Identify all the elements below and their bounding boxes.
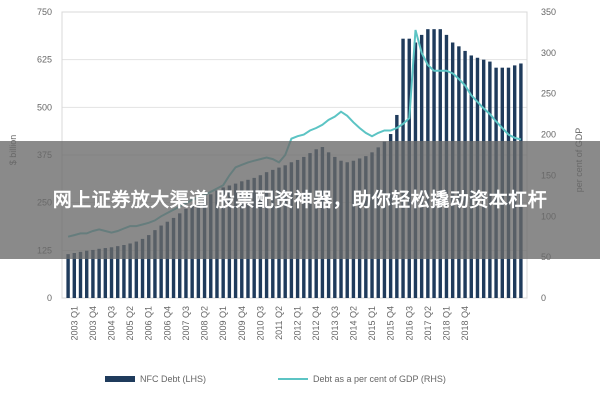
legend-line-label: Debt as a per cent of GDP (RHS) — [313, 374, 446, 384]
bar — [66, 254, 70, 298]
x-tick-label: 2003 Q4 — [88, 306, 98, 341]
bar — [159, 225, 163, 298]
right-tick-label: 200 — [541, 130, 556, 140]
x-tick-label: 2018 Q1 — [442, 306, 452, 341]
x-tick-label: 2018 Q4 — [460, 306, 470, 341]
bar — [147, 235, 151, 298]
x-tick-label: 2016 Q3 — [404, 306, 414, 341]
legend-bar-label: NFC Debt (LHS) — [140, 374, 206, 384]
bar — [165, 221, 170, 298]
x-tick-label: 2010 Q3 — [255, 306, 265, 341]
left-tick-label: 0 — [47, 293, 52, 303]
bar — [153, 230, 157, 298]
x-tick-label: 2005 Q2 — [125, 306, 135, 341]
left-tick-label: 750 — [37, 7, 52, 17]
right-tick-label: 350 — [541, 7, 556, 17]
x-tick-label: 2008 Q2 — [200, 306, 210, 341]
left-tick-label: 625 — [37, 55, 52, 65]
bar — [72, 253, 77, 298]
bar — [140, 238, 145, 298]
bar — [109, 247, 114, 298]
bar — [91, 249, 95, 298]
overlay-banner: 网上证券放大渠道 股票配资神器，助你轻松撬动资本杠杆 — [0, 141, 600, 259]
x-axis-ticks: 2003 Q1 2003 Q4 2004 Q3 2005 Q2 2006 Q1 2006 … — [69, 306, 470, 341]
x-tick-label: 2004 Q3 — [107, 306, 117, 341]
legend-bar-swatch — [105, 376, 135, 382]
bar — [85, 250, 89, 298]
bar — [122, 244, 126, 298]
x-tick-label: 2009 Q1 — [218, 306, 228, 341]
x-tick-label: 2017 Q2 — [423, 306, 433, 341]
overlay-headline: 网上证券放大渠道 股票配资神器，助你轻松撬动资本杠杆 — [52, 189, 548, 211]
x-tick-label: 2013 Q3 — [330, 306, 340, 341]
right-tick-label: 300 — [541, 48, 556, 58]
left-tick-label: 500 — [37, 102, 52, 112]
bar — [134, 241, 139, 298]
x-tick-label: 2009 Q4 — [237, 306, 247, 341]
x-tick-label: 2012 Q4 — [311, 306, 321, 341]
x-tick-label: 2012 Q1 — [293, 306, 303, 341]
bar — [116, 246, 120, 298]
bar — [128, 243, 132, 298]
x-tick-label: 2011 Q2 — [274, 306, 284, 340]
x-tick-label: 2015 Q4 — [386, 306, 396, 341]
right-tick-label: 0 — [541, 293, 546, 303]
x-tick-label: 2006 Q1 — [144, 306, 154, 341]
right-tick-label: 250 — [541, 89, 556, 99]
x-tick-label: 2015 Q1 — [367, 306, 377, 341]
bar — [97, 248, 101, 298]
x-tick-label: 2014 Q2 — [348, 306, 358, 341]
x-tick-label: 2006 Q4 — [162, 306, 172, 341]
x-tick-label: 2007 Q3 — [181, 306, 191, 341]
bar — [103, 248, 108, 298]
bar — [78, 251, 83, 298]
legend: NFC Debt (LHS) Debt as a per cent of GDP… — [105, 374, 446, 384]
x-tick-label: 2003 Q1 — [69, 306, 79, 341]
